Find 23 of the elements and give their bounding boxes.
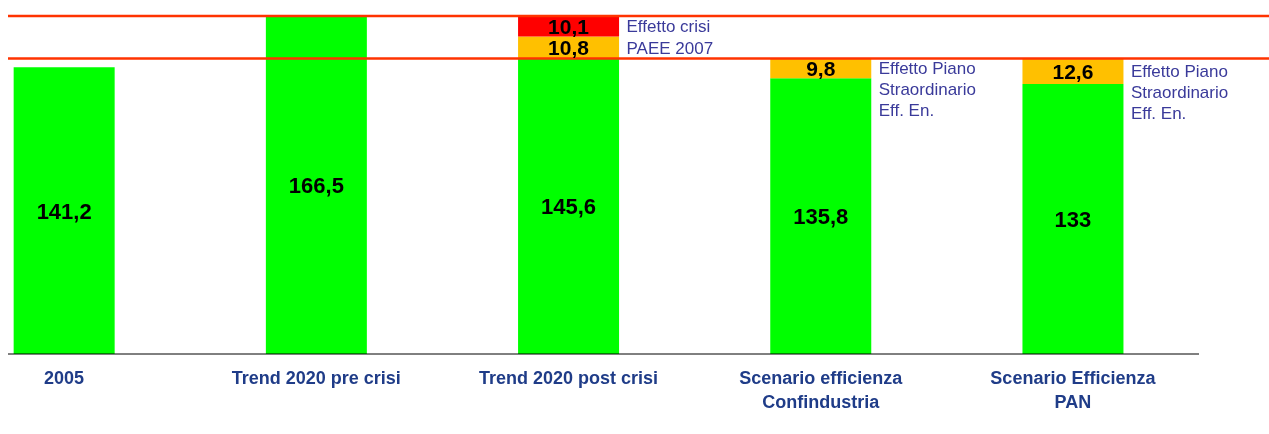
x-tick-label: Trend 2020 post crisi [478, 368, 659, 388]
data-label: 145,6 [541, 194, 597, 220]
bar [770, 78, 872, 354]
data-label: 141,2 [36, 198, 92, 224]
x-tick-label: Scenario Efficienza PAN [990, 368, 1157, 412]
data-label: 133 [1054, 206, 1092, 232]
data-label: 135,8 [793, 204, 849, 230]
data-label: 12,6 [1052, 59, 1094, 83]
bar [13, 67, 115, 354]
bar [518, 58, 620, 354]
annotation: Effetto Piano Straordinario Eff. En. [878, 59, 977, 121]
x-tick-label: 2005 [44, 368, 85, 388]
x-tick-label: Trend 2020 pre crisi [231, 368, 401, 388]
annotation: PAEE 2007 [626, 38, 714, 58]
data-label: 166,5 [288, 172, 344, 198]
data-label: 10,1 [548, 14, 590, 38]
bar [1022, 84, 1124, 354]
bar [265, 16, 367, 354]
annotation: Effetto crisi [626, 17, 711, 37]
data-label: 9,8 [806, 56, 836, 80]
annotation: Effetto Piano Straordinario Eff. En. [1130, 62, 1229, 124]
data-label: 10,8 [548, 36, 590, 60]
x-tick-label: Scenario efficienza Confindustria [739, 368, 904, 412]
